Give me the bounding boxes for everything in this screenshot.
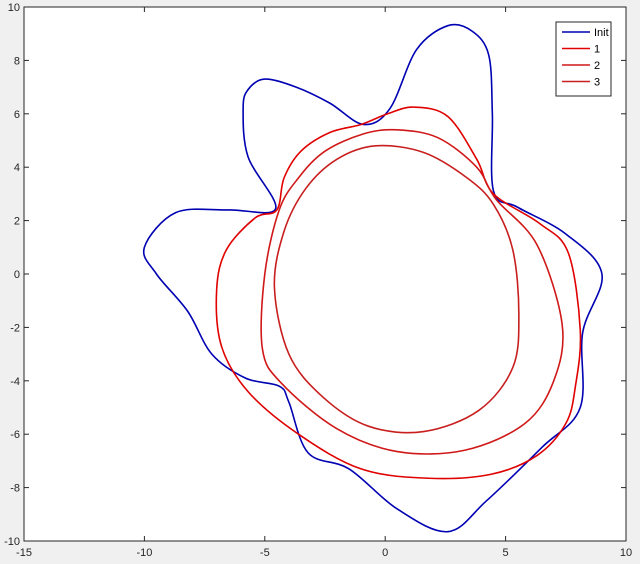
y-tick-label: 2 — [14, 216, 20, 228]
y-tick-label: 4 — [14, 162, 20, 174]
y-tick-label: -6 — [10, 429, 20, 441]
legend[interactable]: Init 1 2 3 — [555, 21, 612, 97]
x-tick-label: -10 — [136, 547, 152, 559]
legend-label: Init — [594, 27, 609, 39]
x-tick-label: -15 — [16, 547, 32, 559]
y-tick-label: 0 — [14, 269, 20, 281]
y-tick-label: 10 — [8, 2, 20, 14]
y-tick-label: 6 — [14, 109, 20, 121]
y-tick-label: -4 — [10, 376, 20, 388]
series-line-1 — [215, 106, 582, 480]
y-tick-label: -2 — [10, 322, 20, 334]
series-line-init — [142, 23, 603, 533]
series-line-2 — [260, 128, 564, 455]
y-tick-label: 8 — [14, 55, 20, 67]
legend-label: 1 — [594, 44, 600, 56]
legend-box — [555, 21, 612, 97]
x-tick-label: 10 — [620, 547, 632, 559]
legend-label: 2 — [594, 60, 600, 72]
x-tick-label: 5 — [503, 547, 509, 559]
y-tick-label: -8 — [10, 483, 20, 495]
legend-label: 3 — [594, 77, 600, 89]
series-line-3 — [273, 144, 520, 434]
x-tick-label: -5 — [260, 547, 270, 559]
y-tick-label: -10 — [4, 536, 20, 548]
x-tick-label: 0 — [382, 547, 388, 559]
series-layer — [142, 23, 603, 533]
